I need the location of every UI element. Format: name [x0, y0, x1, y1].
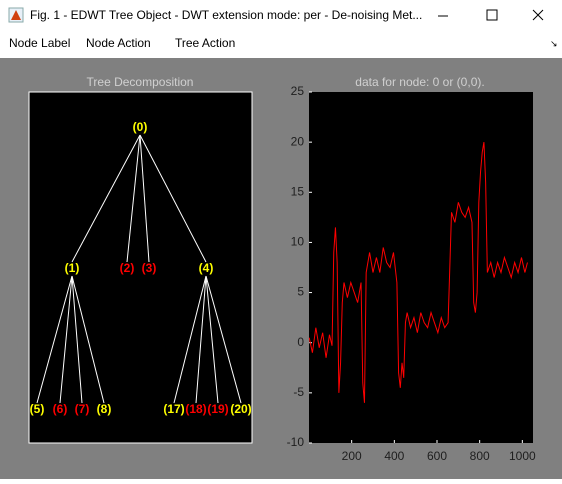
- tree-node[interactable]: (5): [30, 402, 45, 416]
- tree-node[interactable]: (20): [230, 402, 251, 416]
- menu-item[interactable]: Tree Action: [175, 36, 235, 50]
- menu-overflow[interactable]: ↘: [550, 38, 558, 48]
- tree-edge: [126, 134, 141, 263]
- tree-edge: [71, 275, 105, 404]
- y-tick-label: 20: [291, 134, 305, 148]
- app-icon-glyph: [11, 10, 21, 20]
- tree-edge: [36, 275, 73, 404]
- title-bar: [0, 0, 562, 30]
- window-title: Fig. 1 - EDWT Tree Object - DWT extensio…: [30, 8, 422, 22]
- x-tick-label: 200: [342, 449, 362, 463]
- signal-axes: [309, 92, 533, 443]
- tree-node[interactable]: (8): [97, 402, 112, 416]
- y-tick-label: 0: [297, 335, 304, 349]
- tree-axes: [28, 91, 253, 444]
- x-tick-label: 600: [427, 449, 447, 463]
- tree-edge: [139, 134, 207, 263]
- tree-node[interactable]: (19): [207, 402, 228, 416]
- tree-edge: [205, 275, 219, 404]
- x-tick-label: 400: [384, 449, 404, 463]
- tree-edge: [71, 134, 141, 263]
- y-tick-label: 25: [291, 84, 305, 98]
- close-button[interactable]: [532, 9, 544, 21]
- y-tick-label: -10: [287, 435, 305, 449]
- menu-item[interactable]: Node Label: [9, 36, 70, 50]
- tree-title: Tree Decomposition: [87, 75, 194, 89]
- signal-line: [308, 142, 528, 403]
- y-tick-label: 15: [291, 184, 305, 198]
- menu-item[interactable]: Node Action: [86, 36, 151, 50]
- tree-node[interactable]: (1): [65, 261, 80, 275]
- tree-edge: [59, 275, 73, 404]
- menu-bar: [0, 30, 562, 58]
- tree-node[interactable]: (7): [75, 402, 90, 416]
- y-tick-label: 10: [291, 235, 305, 249]
- y-tick-label: 5: [297, 285, 304, 299]
- chart-title: data for node: 0 or (0,0).: [355, 75, 484, 89]
- y-tick-label: -5: [293, 385, 304, 399]
- tree-edge: [205, 275, 242, 404]
- tree-edge: [173, 275, 207, 404]
- tree-node[interactable]: (0): [133, 120, 148, 134]
- tree-node[interactable]: (3): [142, 261, 157, 275]
- tree-node[interactable]: (17): [163, 402, 184, 416]
- tree-node[interactable]: (2): [120, 261, 135, 275]
- maximize-button[interactable]: [486, 9, 498, 21]
- tree-edge: [71, 275, 83, 404]
- x-tick-label: 1000: [509, 449, 536, 463]
- tree-node[interactable]: (18): [185, 402, 206, 416]
- tree-node[interactable]: (6): [53, 402, 68, 416]
- tree-edge: [195, 275, 207, 404]
- tree-edge: [139, 134, 150, 263]
- x-tick-label: 800: [470, 449, 490, 463]
- tree-node[interactable]: (4): [199, 261, 214, 275]
